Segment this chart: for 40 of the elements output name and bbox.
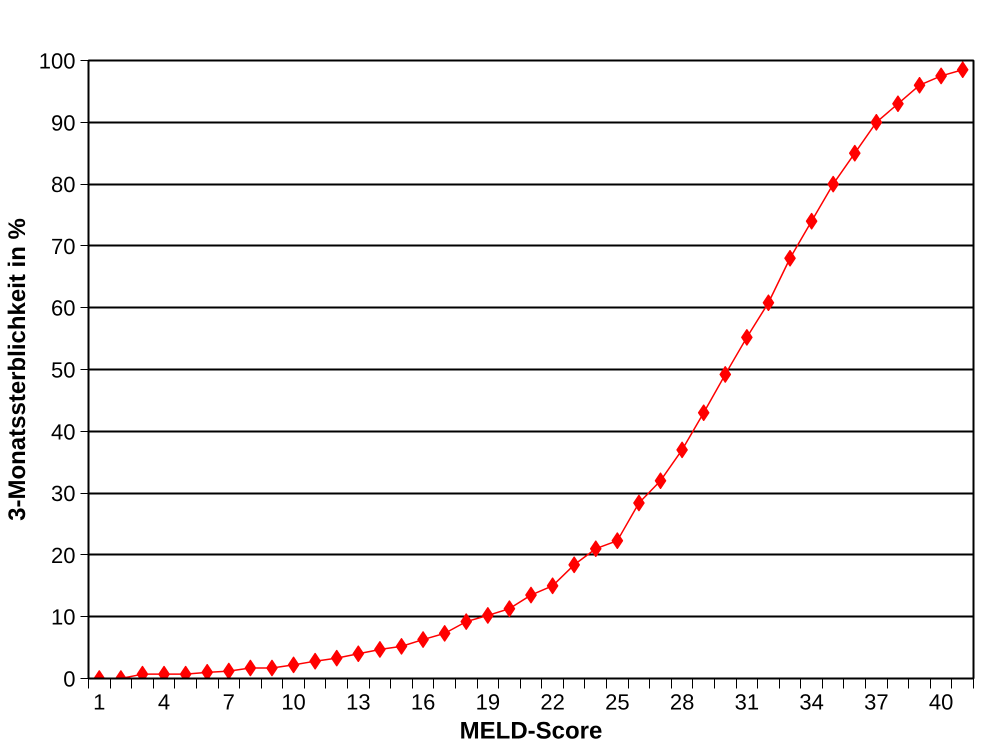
x-tick-label: 19 [476,690,500,714]
point [330,650,343,667]
y-tick-label: 50 [51,358,76,382]
y-tick-label: 80 [51,172,76,198]
y-tick-label: 0 [63,666,76,692]
y-tick-label: 100 [38,48,76,74]
x-tick-label: 34 [799,690,824,714]
y-tick-label: 40 [51,419,76,444]
x-tick-label: 31 [734,690,760,714]
x-tick-label: 22 [540,690,565,714]
y-tick-label: 20 [51,542,76,568]
x-axis-title: MELD-Score [460,718,602,744]
point [222,662,235,678]
y-tick-label: 60 [51,296,76,321]
y-tick-label: 10 [51,604,76,630]
point [956,61,969,78]
x-tick-label: 4 [158,690,170,714]
x-tick-label: 13 [346,690,371,714]
point [460,613,472,630]
point [827,176,840,193]
point [352,645,364,662]
y-tick-label: 90 [51,110,76,136]
x-tick-label: 10 [281,690,306,714]
point [568,556,580,574]
point [698,404,710,422]
point [719,366,732,383]
point [201,664,214,678]
x-tick-label: 40 [928,690,954,714]
x-tick-label: 1 [93,690,106,714]
x-tick-label: 7 [222,690,235,714]
y-axis-title: 3-Monatssterblichkeit in % [4,218,31,521]
x-tick-label: 37 [864,690,889,714]
x-tick-label: 25 [605,690,630,714]
point [590,540,602,558]
y-tick-label: 70 [51,234,76,259]
x-tick-label: 28 [670,690,694,714]
x-tick-label: 16 [410,690,436,714]
point [482,606,494,624]
y-tick-label: 30 [51,481,76,506]
point [848,144,861,162]
